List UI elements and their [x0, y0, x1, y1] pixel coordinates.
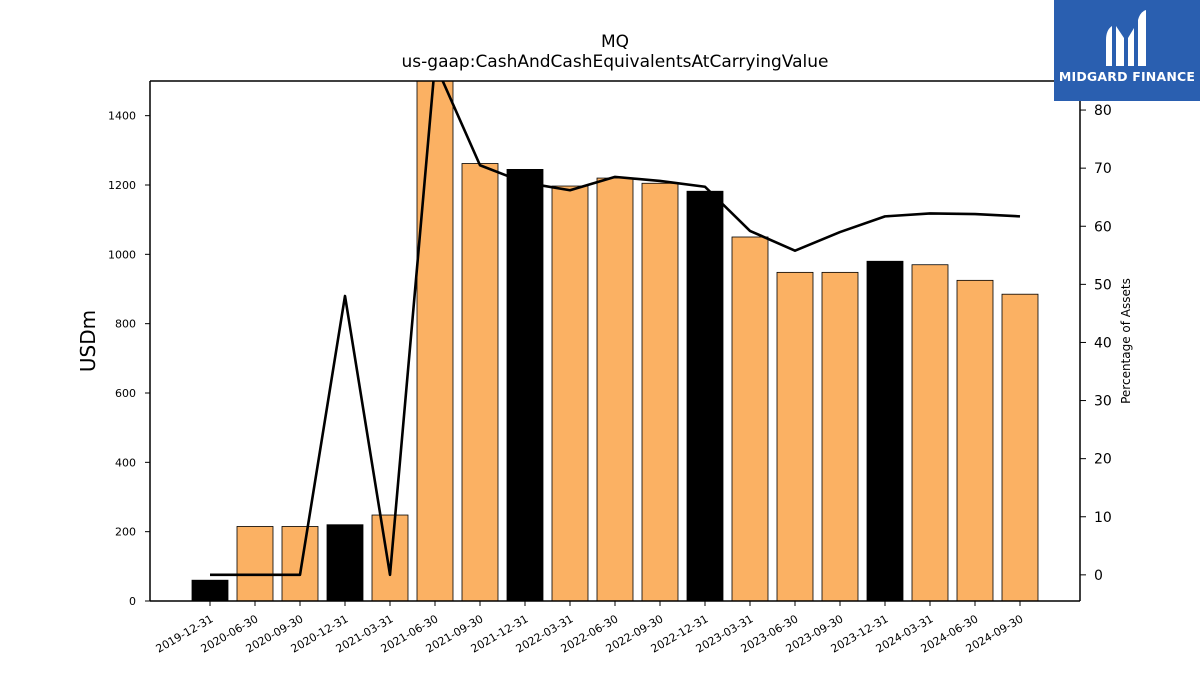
chart-title: MQ	[600, 32, 630, 52]
y2-tick-label: 70	[1094, 161, 1112, 177]
chart-subtitle: us-gaap:CashAndCashEquivalentsAtCarrying…	[401, 52, 829, 72]
bar	[596, 177, 634, 602]
bar	[326, 524, 364, 602]
y-axis-label: USDm	[76, 310, 100, 372]
y-tick-label: 1000	[108, 248, 136, 261]
y-tick-label: 1200	[108, 179, 136, 192]
bar	[236, 526, 274, 602]
bar	[866, 260, 904, 602]
y2-tick-label: 10	[1094, 510, 1112, 526]
bar	[1001, 293, 1039, 602]
y2-tick-label: 40	[1094, 335, 1112, 351]
bar	[371, 514, 409, 602]
series-line-percentage-of-assets	[210, 81, 1021, 577]
y2-tick-label: 20	[1094, 452, 1112, 468]
bar	[911, 264, 949, 602]
bar	[686, 190, 724, 602]
bar	[641, 182, 679, 602]
bar	[461, 163, 499, 602]
y2-tick-label: 0	[1094, 568, 1103, 584]
y-tick-label: 1400	[108, 110, 136, 123]
bar	[956, 279, 994, 602]
y2-tick-label: 30	[1094, 394, 1112, 410]
bar	[731, 236, 769, 602]
bar	[281, 526, 319, 602]
bar	[416, 80, 454, 602]
y2-tick-label: 50	[1094, 277, 1112, 293]
y2-tick-label: 80	[1094, 103, 1112, 119]
y2-axis-label: Percentage of Assets	[1119, 278, 1133, 404]
midgard-finance-logo: MIDGARD FINANCE	[1054, 0, 1200, 101]
logo-text: MIDGARD FINANCE	[1058, 69, 1196, 84]
bar	[821, 271, 859, 602]
y-tick-label: 600	[115, 387, 136, 400]
y-tick-label: 0	[129, 595, 136, 608]
y-tick-label: 400	[115, 456, 136, 469]
bar	[551, 185, 589, 602]
bar	[506, 168, 544, 602]
y-tick-label: 200	[115, 526, 136, 539]
midgard-logo-icon	[1106, 10, 1146, 66]
bar	[191, 579, 229, 602]
bar	[776, 271, 814, 602]
y-tick-label: 800	[115, 318, 136, 331]
y2-tick-label: 60	[1094, 219, 1112, 235]
